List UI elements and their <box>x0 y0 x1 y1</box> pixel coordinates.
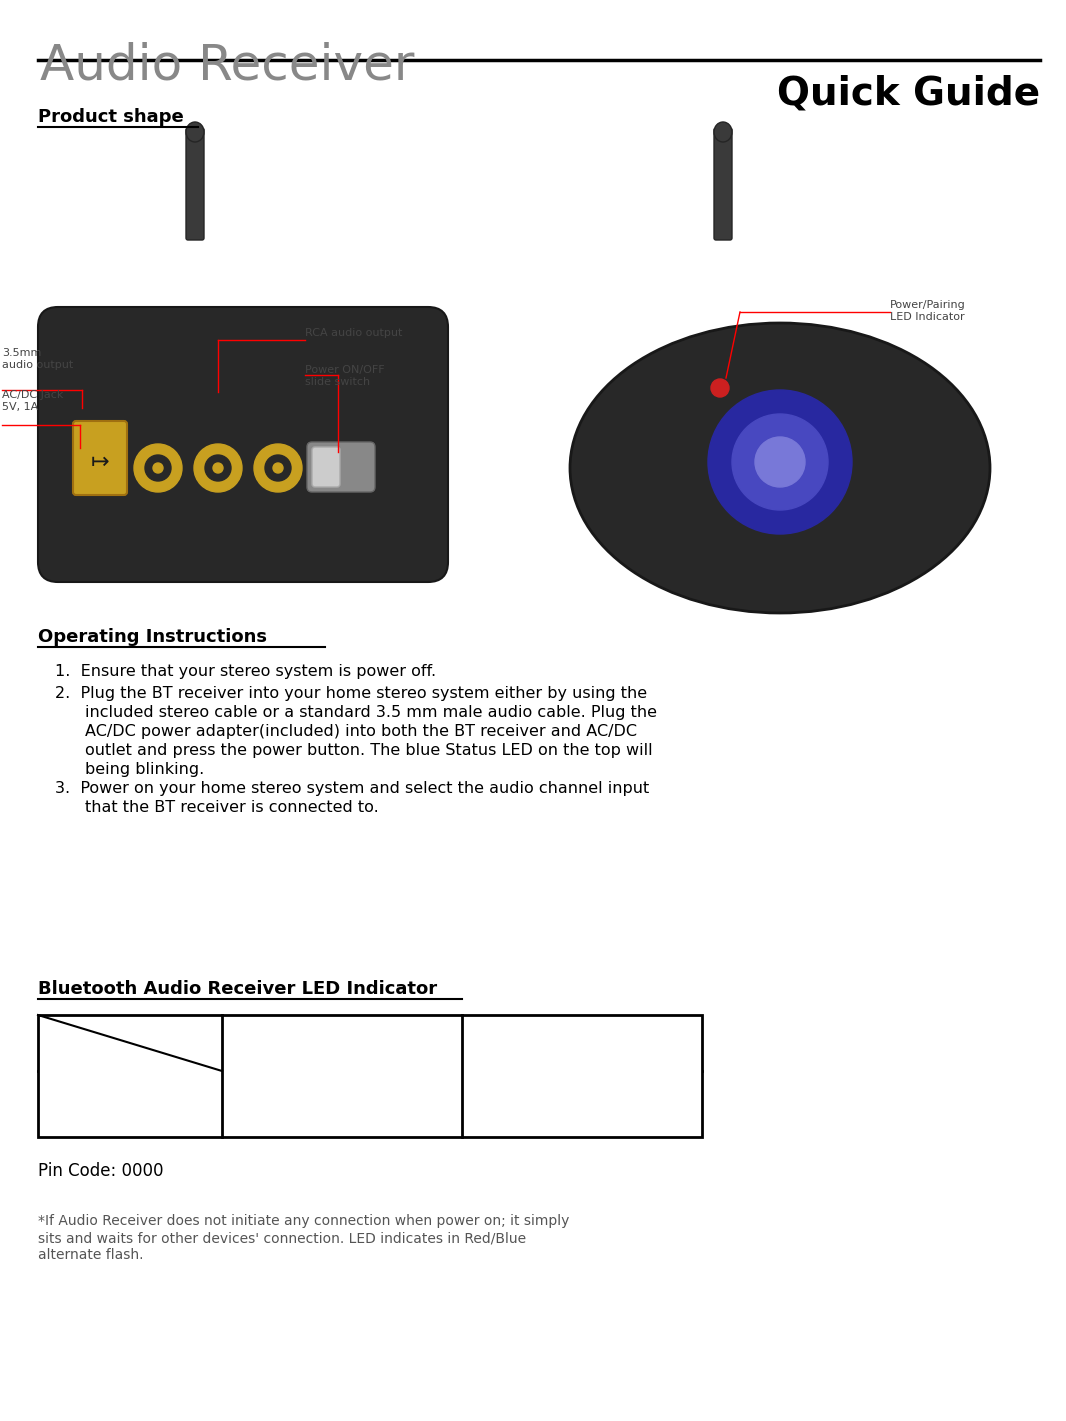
Text: Blue flashing twice: Blue flashing twice <box>506 1096 658 1111</box>
Text: RCA audio output: RCA audio output <box>305 328 402 338</box>
Text: 1.  Ensure that your stereo system is power off.: 1. Ensure that your stereo system is pow… <box>55 664 436 679</box>
Text: AC/DC Jack: AC/DC Jack <box>2 389 63 399</box>
Circle shape <box>154 463 163 473</box>
Text: Power/Pairing: Power/Pairing <box>890 300 966 310</box>
Text: outlet and press the power button. The blue Status LED on the top will: outlet and press the power button. The b… <box>85 743 652 757</box>
Text: being blinking.: being blinking. <box>85 762 205 777</box>
Text: Power ON/OFF: Power ON/OFF <box>305 365 385 375</box>
Ellipse shape <box>714 122 732 142</box>
Circle shape <box>273 463 282 473</box>
Circle shape <box>134 443 182 492</box>
FancyBboxPatch shape <box>72 421 127 495</box>
Text: Operating Instructions: Operating Instructions <box>38 628 266 647</box>
Text: AC/DC power adapter(included) into both the BT receiver and AC/DC: AC/DC power adapter(included) into both … <box>85 725 637 739</box>
Ellipse shape <box>185 122 204 142</box>
Text: Connecting: Connecting <box>531 1032 633 1046</box>
FancyBboxPatch shape <box>714 128 732 240</box>
Circle shape <box>711 379 729 396</box>
FancyBboxPatch shape <box>307 442 375 492</box>
Text: 3.  Power on your home stereo system and select the audio channel input: 3. Power on your home stereo system and … <box>55 782 649 796</box>
Circle shape <box>732 414 828 510</box>
Text: Red and blue illuminating: Red and blue illuminating <box>239 1101 446 1115</box>
Text: *If Audio Receiver does not initiate any connection when power on; it simply: *If Audio Receiver does not initiate any… <box>38 1214 569 1228</box>
Text: Pairing in process: Pairing in process <box>261 1032 423 1046</box>
Bar <box>38 1015 702 1137</box>
Text: Bluetooth Audio Receiver LED Indicator: Bluetooth Audio Receiver LED Indicator <box>38 980 437 998</box>
Text: audio output: audio output <box>2 360 74 369</box>
Text: 3.5mm: 3.5mm <box>2 348 42 358</box>
Text: Product shape: Product shape <box>38 108 183 126</box>
Text: sits and waits for other devices' connection. LED indicates in Red/Blue: sits and waits for other devices' connec… <box>38 1231 527 1245</box>
Text: included stereo cable or a standard 3.5 mm male audio cable. Plug the: included stereo cable or a standard 3.5 … <box>85 705 657 720</box>
Text: LED Indicator: LED Indicator <box>78 1096 182 1110</box>
Circle shape <box>145 455 171 480</box>
FancyBboxPatch shape <box>38 307 448 583</box>
Circle shape <box>194 443 242 492</box>
Circle shape <box>205 455 231 480</box>
Text: slide switch: slide switch <box>305 377 370 387</box>
Text: LED Indicator: LED Indicator <box>890 313 965 323</box>
Text: that the BT receiver is connected to.: that the BT receiver is connected to. <box>85 800 378 816</box>
Text: Quick Guide: Quick Guide <box>777 75 1040 114</box>
Circle shape <box>213 463 223 473</box>
Circle shape <box>708 389 852 534</box>
Text: Mode: Mode <box>131 1023 174 1037</box>
Text: Audio Receiver: Audio Receiver <box>41 43 415 90</box>
Circle shape <box>254 443 302 492</box>
FancyBboxPatch shape <box>312 448 340 487</box>
Text: 5V, 1A: 5V, 1A <box>2 402 38 412</box>
Text: every 3 seconds: every 3 seconds <box>516 1115 647 1130</box>
Circle shape <box>265 455 291 480</box>
Text: 2.  Plug the BT receiver into your home stereo system either by using the: 2. Plug the BT receiver into your home s… <box>55 686 647 701</box>
Text: ↦: ↦ <box>91 452 110 472</box>
Text: Pin Code: 0000: Pin Code: 0000 <box>38 1162 163 1179</box>
Text: alternate flash.: alternate flash. <box>38 1248 144 1262</box>
FancyBboxPatch shape <box>185 128 204 240</box>
Circle shape <box>755 438 805 487</box>
Ellipse shape <box>570 323 990 612</box>
